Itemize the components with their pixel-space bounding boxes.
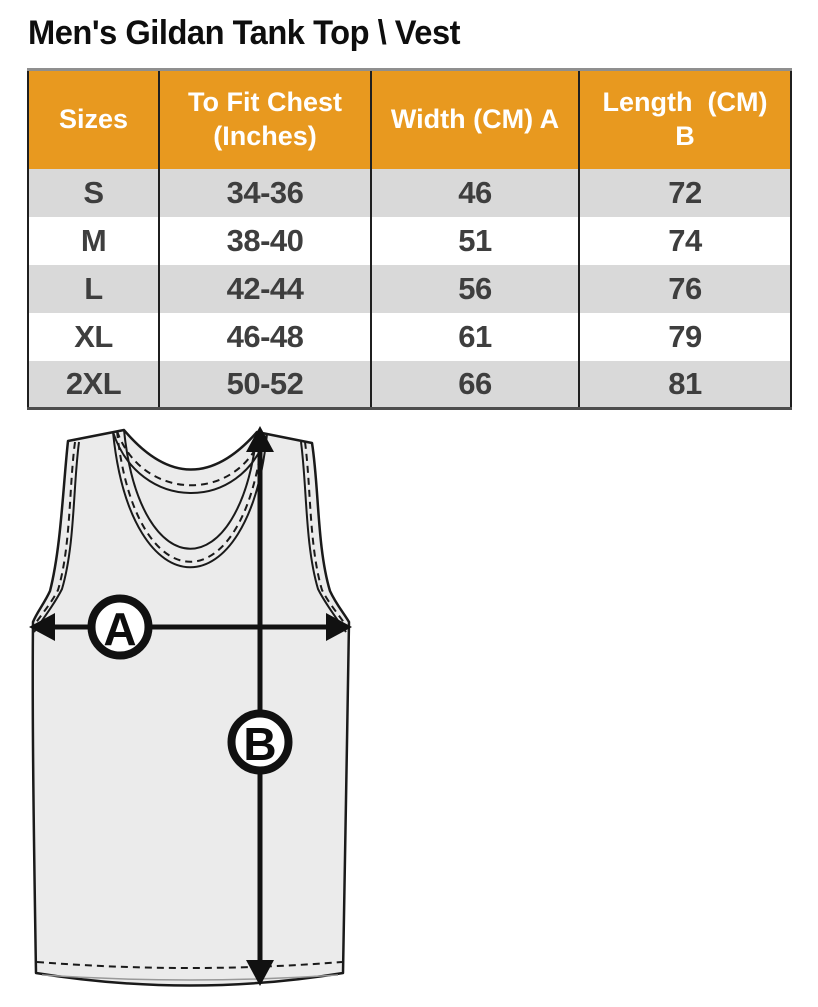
cell-width: 51	[370, 216, 579, 265]
tank-top-diagram: A B	[29, 426, 352, 987]
length-arrowhead-top	[246, 426, 274, 452]
cell-size: L	[84, 270, 103, 306]
header-length-label-line2: B	[675, 120, 695, 151]
garment-outline	[31, 428, 351, 987]
hem-stitch	[36, 961, 343, 969]
length-marker-label: B	[243, 718, 276, 770]
header-width: Width (CM) A	[370, 69, 579, 169]
width-marker-circle	[87, 594, 153, 660]
cell-size: XL	[74, 318, 113, 354]
front-neck-stitch	[116, 430, 264, 563]
size-table-header-row: Sizes To Fit Chest (Inches) Width (CM) A…	[28, 69, 791, 169]
cell-length: 79	[578, 312, 791, 361]
page-title: Men's Gildan Tank Top \ Vest	[28, 14, 461, 52]
cell-size: S	[83, 174, 104, 210]
header-chest-label-line2: (Inches)	[213, 120, 317, 151]
cell-chest: 46-48	[158, 312, 371, 361]
header-chest-label-line1: To Fit Chest	[188, 87, 342, 117]
hem-fold-line	[41, 974, 339, 981]
cell-chest: 50-52	[158, 360, 371, 409]
cell-length: 72	[578, 168, 791, 217]
cell-length: 74	[578, 216, 791, 265]
header-sizes-label: Sizes	[58, 103, 129, 134]
header-sizes: Sizes	[28, 69, 159, 169]
cell-length: 76	[578, 264, 791, 313]
width-arrowhead-right	[326, 613, 352, 641]
armhole-stitch-left	[31, 441, 76, 629]
table-row-s: S 34-36 46 72	[28, 168, 791, 217]
armhole-band-right	[300, 441, 347, 633]
table-row-xl: XL 46-48 61 79	[28, 312, 791, 361]
neck-band-stitch	[116, 430, 264, 487]
front-neck-edge	[123, 429, 258, 550]
cell-length: 81	[578, 360, 791, 409]
width-arrowhead-left	[29, 613, 55, 641]
width-marker-label: A	[103, 603, 136, 655]
cell-width: 61	[370, 312, 579, 361]
length-marker-circle	[227, 709, 293, 775]
size-table: Sizes To Fit Chest (Inches) Width (CM) A…	[27, 68, 792, 410]
cell-width: 46	[370, 168, 579, 217]
cell-size: 2XL	[65, 365, 122, 401]
cell-width: 66	[370, 360, 579, 409]
header-width-label: Width (CM) A	[390, 103, 560, 134]
length-arrow	[246, 426, 274, 986]
armhole-stitch-right	[304, 441, 349, 629]
cell-chest: 38-40	[158, 216, 371, 265]
table-row-l: L 42-44 56 76	[28, 264, 791, 313]
table-row-2xl: 2XL 50-52 66 81	[28, 360, 791, 409]
header-length-label-line1: Length (CM)	[602, 87, 768, 117]
cell-size: M	[80, 222, 107, 258]
armhole-band-left	[33, 441, 80, 633]
length-arrowhead-bottom	[246, 960, 274, 986]
cell-chest: 42-44	[158, 264, 371, 313]
header-length: Length (CM) B	[578, 69, 791, 169]
header-chest: To Fit Chest (Inches)	[158, 69, 371, 169]
cell-chest: 34-36	[158, 168, 371, 217]
table-row-m: M 38-40 51 74	[28, 216, 791, 265]
cell-width: 56	[370, 264, 579, 313]
front-neck-band-inner-line	[112, 431, 268, 569]
